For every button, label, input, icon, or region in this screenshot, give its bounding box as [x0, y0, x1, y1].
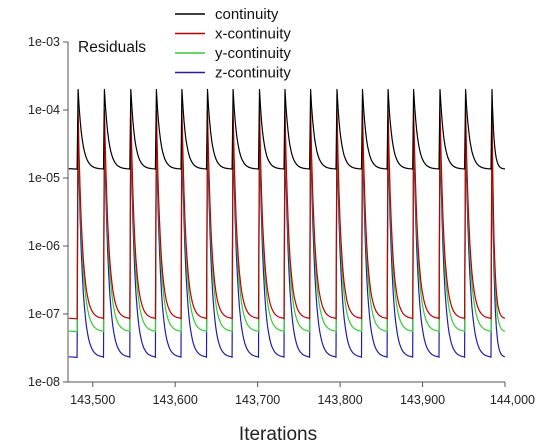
- x-tick-label: 143,900: [400, 393, 445, 407]
- y-tick-label: 1e-03: [28, 35, 60, 49]
- legend-label-continuity: continuity: [215, 6, 279, 23]
- y-tick-label: 1e-08: [28, 375, 60, 389]
- x-tick-group: 143,500 143,600 143,700 143,800 143,900 144,0…: [70, 382, 535, 407]
- x-tick-label: 143,700: [235, 393, 280, 407]
- series-layer: [68, 88, 506, 358]
- y-tick-label: 1e-06: [28, 239, 60, 253]
- legend-label-x-continuity: x-continuity: [215, 26, 291, 43]
- y-tick-label: 1e-07: [28, 307, 60, 321]
- x-tick-label: 144,000: [490, 393, 535, 407]
- legend-label-z-continuity: z-continuity: [215, 65, 291, 82]
- x-tick-label: 143,800: [318, 393, 363, 407]
- series-line-x-continuity: [68, 109, 506, 320]
- legend: continuity x-continuity y-continuity z-cont…: [175, 6, 291, 82]
- series-line-continuity: [68, 88, 506, 170]
- y-tick-label: 1e-04: [28, 103, 60, 117]
- x-axis-title: Iterations: [239, 424, 317, 445]
- y-tick-label: 1e-05: [28, 171, 60, 185]
- y-tick-group: 1e-08 1e-07 1e-06 1e-05 1e-04 1e-03: [28, 35, 68, 389]
- series-line-z-continuity: [68, 129, 506, 358]
- legend-label-y-continuity: y-continuity: [215, 45, 291, 62]
- chart-title: Residuals: [78, 39, 146, 56]
- x-tick-label: 143,500: [70, 393, 115, 407]
- x-tick-label: 143,600: [153, 393, 198, 407]
